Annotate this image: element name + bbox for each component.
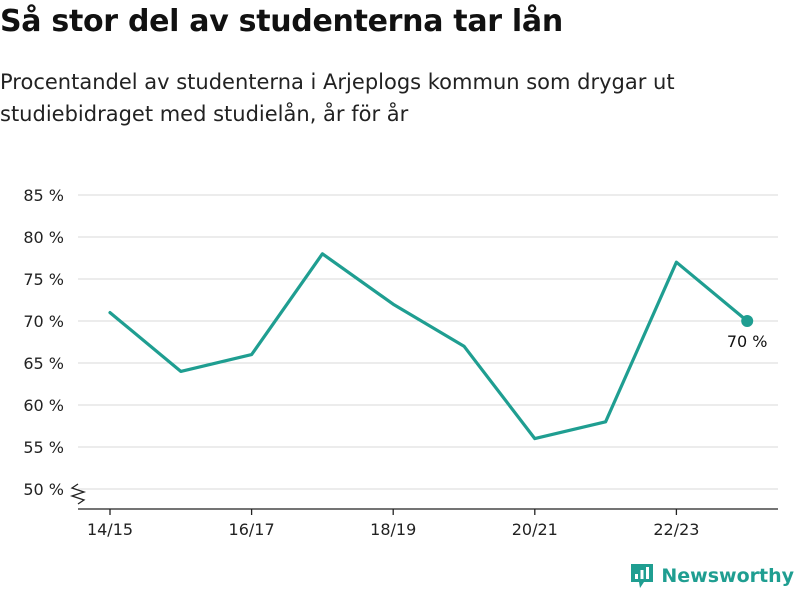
bar-chart-logo-icon bbox=[631, 564, 654, 588]
y-tick-label: 60 % bbox=[23, 396, 64, 415]
x-axis: 14/15 16/17 18/19 20/21 22/23 bbox=[78, 508, 778, 539]
grid-lines bbox=[69, 194, 778, 505]
x-tick-label: 20/21 bbox=[512, 520, 558, 539]
series-layer: 70 % bbox=[108, 252, 768, 441]
x-tick-label: 18/19 bbox=[370, 520, 416, 539]
x-tick-label: 16/17 bbox=[229, 520, 275, 539]
x-tick-label: 14/15 bbox=[87, 520, 133, 539]
y-tick-label: 55 % bbox=[23, 438, 64, 457]
y-tick-label: 50 % bbox=[23, 480, 64, 499]
y-tick-label: 80 % bbox=[23, 228, 64, 247]
chart-subtitle: Procentandel av studenterna i Arjeplogs … bbox=[0, 70, 675, 126]
y-tick-label: 65 % bbox=[23, 354, 64, 373]
newsworthy-brand: Newsworthy bbox=[629, 562, 794, 590]
series-line bbox=[108, 252, 749, 441]
axis-break-icon bbox=[69, 483, 87, 505]
y-tick-label: 85 % bbox=[23, 186, 64, 205]
end-point-marker bbox=[741, 315, 754, 327]
chart-title: Så stor del av studenterna tar lån bbox=[0, 4, 563, 39]
end-value-label: 70 % bbox=[727, 332, 768, 351]
y-tick-label: 70 % bbox=[23, 312, 64, 331]
y-axis-labels: 50 % 55 % 60 % 65 % 70 % 75 % 80 % 85 % bbox=[23, 186, 64, 499]
brand-name: Newsworthy bbox=[661, 565, 794, 587]
y-tick-label: 75 % bbox=[23, 270, 64, 289]
x-tick-label: 22/23 bbox=[653, 520, 699, 539]
